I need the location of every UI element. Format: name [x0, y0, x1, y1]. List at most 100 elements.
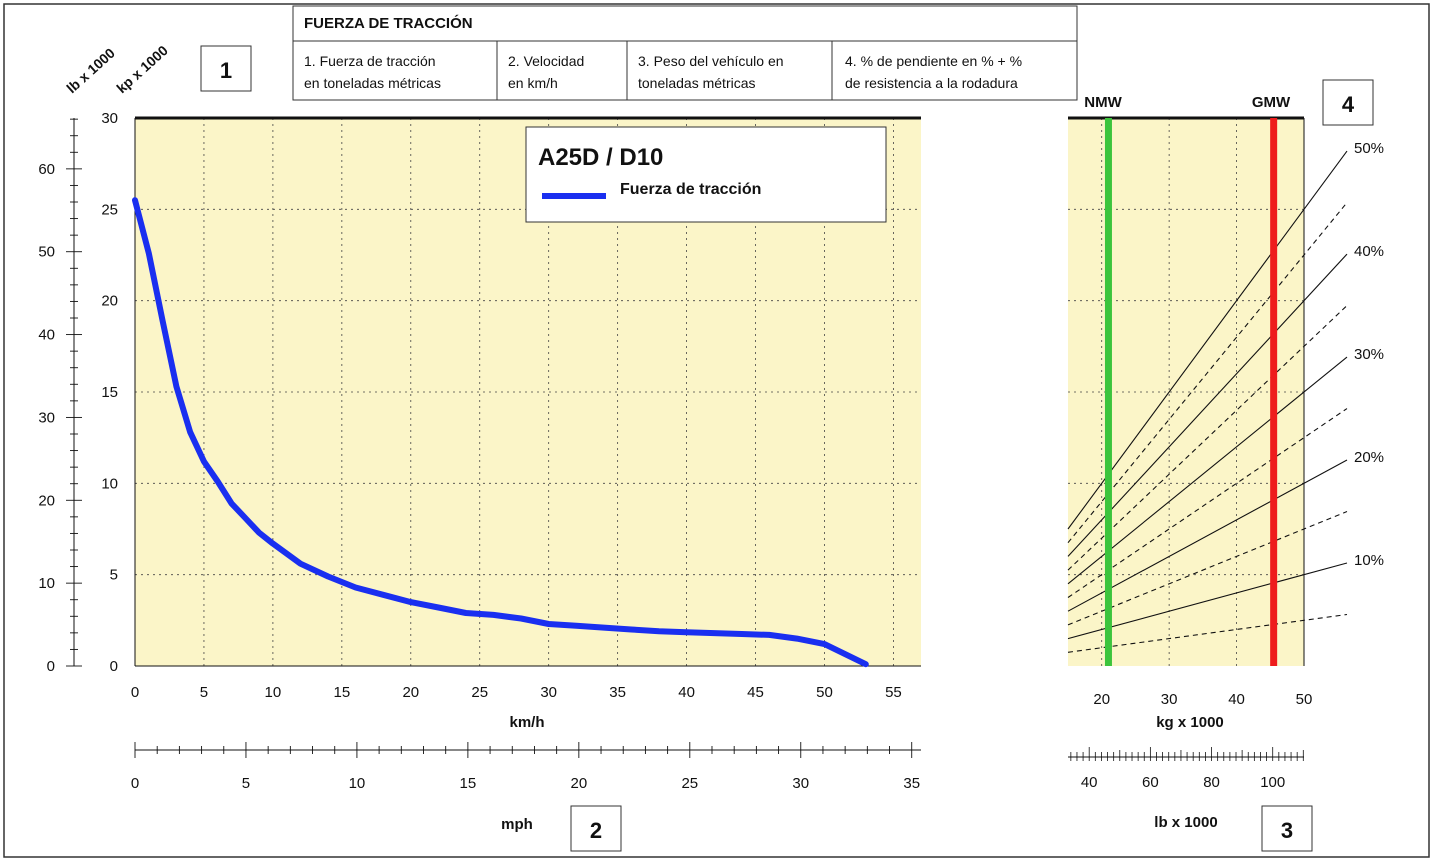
- lb-tick-label: 10: [38, 575, 55, 592]
- weight-markers: [1104, 118, 1278, 666]
- grade-label: 30%: [1354, 346, 1384, 363]
- kp-tick-label: 5: [110, 567, 118, 584]
- lb-tick-label: 40: [38, 327, 55, 344]
- svg-text:4: 4: [1342, 92, 1355, 117]
- kg-tick-label: 30: [1161, 691, 1178, 708]
- outer-border: [3, 3, 1430, 858]
- lb-weight-axis-scale: 40 60 80 100: [1068, 747, 1304, 791]
- mph-tick-label: 0: [131, 775, 139, 792]
- kp-tick-label: 20: [101, 293, 118, 310]
- header-step-4-line2: de resistencia a la rodadura: [845, 75, 1018, 91]
- grade-line-40-percent: [1067, 253, 1348, 557]
- badge-4: 4: [1322, 79, 1374, 126]
- grade-label: 40%: [1354, 243, 1384, 260]
- grade-line-10-percent: [1067, 562, 1348, 640]
- svg-text:3: 3: [1281, 818, 1293, 843]
- grade-label: 20%: [1354, 449, 1384, 466]
- grade-line-50-percent: [1067, 150, 1348, 530]
- kp-tick-label: 0: [110, 658, 118, 675]
- kmh-tick-label: 0: [131, 684, 139, 701]
- mph-tick-label: 10: [349, 775, 366, 792]
- kp-tick-label: 15: [101, 384, 118, 401]
- tractive-force-series: [132, 197, 869, 668]
- tractive-force-curve: [132, 197, 869, 668]
- badge-3: 3: [1261, 805, 1313, 852]
- kmh-axis-label: km/h: [509, 714, 544, 731]
- kg-axis-ticks: 20 30 40 50: [1093, 691, 1312, 708]
- kmh-tick-label: 40: [678, 684, 695, 701]
- mph-tick-label: 15: [460, 775, 477, 792]
- kmh-tick-label: 55: [885, 684, 902, 701]
- kmh-axis-ticks: 0 5 10 15 20 25 30 35 40 45 50 55: [131, 684, 902, 701]
- mph-tick-label: 20: [570, 775, 587, 792]
- lb-tick-label: 30: [38, 409, 55, 426]
- kmh-tick-label: 35: [609, 684, 626, 701]
- kp-tick-label: 30: [101, 110, 118, 127]
- kg-tick-label: 20: [1093, 691, 1110, 708]
- header-step-1-line1: 1. Fuerza de tracción: [304, 53, 436, 69]
- grade-line-30-percent: [1067, 356, 1348, 585]
- lb-tick-label: 60: [38, 161, 55, 178]
- mph-tick-label: 35: [903, 775, 920, 792]
- lb-weight-axis-label: lb x 1000: [1154, 814, 1217, 831]
- kp-tick-label: 10: [101, 475, 118, 492]
- grade-line-25-percent: [1067, 408, 1348, 598]
- header-step-4-line1: 4. % de pendiente en % + %: [845, 53, 1022, 69]
- lb-weight-tick-label: 80: [1203, 774, 1220, 791]
- badge-1: 1: [200, 45, 252, 92]
- header-step-2-line1: 2. Velocidad: [508, 53, 584, 69]
- grade-percent-labels: 10% 20% 30% 40% 50%: [1354, 140, 1384, 569]
- gmw-label: GMW: [1252, 94, 1291, 111]
- kg-tick-label: 40: [1228, 691, 1245, 708]
- header-step-1-line2: en toneladas métricas: [304, 75, 441, 91]
- lb-weight-tick-label: 60: [1142, 774, 1159, 791]
- legend-series-label: Fuerza de tracción: [620, 181, 761, 198]
- lb-tick-label: 20: [38, 492, 55, 509]
- lb-weight-tick-label: 40: [1081, 774, 1098, 791]
- lb-tick-label: 0: [47, 658, 55, 675]
- kp-axis-label: kp x 1000: [113, 42, 171, 96]
- kmh-tick-label: 30: [540, 684, 557, 701]
- lb-weight-tick-label: 100: [1260, 774, 1285, 791]
- grade-line-5-percent: [1067, 613, 1348, 653]
- nmw-label: NMW: [1084, 94, 1122, 111]
- mph-tick-label: 25: [681, 775, 698, 792]
- header-box: FUERZA DE TRACCIÓN 1. Fuerza de tracción…: [292, 5, 1078, 101]
- legend-model-title: A25D / D10: [538, 144, 663, 171]
- kmh-tick-label: 20: [402, 684, 419, 701]
- svg-text:1: 1: [220, 58, 232, 83]
- kmh-tick-label: 50: [816, 684, 833, 701]
- badge-2: 2: [570, 805, 622, 852]
- grade-line-45-percent: [1067, 202, 1348, 544]
- header-step-3-line1: 3. Peso del vehículo en: [638, 53, 784, 69]
- kg-tick-label: 50: [1296, 691, 1313, 708]
- grade-label: 10%: [1354, 552, 1384, 569]
- lb-axis-label: lb x 1000: [63, 45, 118, 97]
- grade-line-20-percent: [1067, 459, 1348, 612]
- kp-tick-label: 25: [101, 201, 118, 218]
- kmh-tick-label: 25: [471, 684, 488, 701]
- header-step-3-line2: toneladas métricas: [638, 75, 756, 91]
- lb-axis-scale: 0 10 20 30 40 50 60: [38, 118, 82, 675]
- mph-axis-label: mph: [501, 816, 533, 833]
- kp-axis-ticks: 0 5 10 15 20 25 30: [101, 110, 118, 675]
- header-step-2-line2: en km/h: [508, 75, 558, 91]
- grade-plot-area: [1067, 116, 1348, 666]
- grade-line-35-percent: [1067, 305, 1348, 571]
- kmh-tick-label: 10: [265, 684, 282, 701]
- svg-text:2: 2: [590, 818, 602, 843]
- header-title: FUERZA DE TRACCIÓN: [304, 14, 473, 32]
- mph-tick-label: 30: [792, 775, 809, 792]
- mph-tick-label: 5: [242, 775, 250, 792]
- grade-label: 50%: [1354, 140, 1384, 157]
- lb-tick-label: 50: [38, 244, 55, 261]
- kmh-tick-label: 45: [747, 684, 764, 701]
- legend-box: A25D / D10 Fuerza de tracción: [525, 126, 887, 223]
- kmh-tick-label: 15: [333, 684, 350, 701]
- kmh-tick-label: 5: [200, 684, 208, 701]
- kg-axis-label: kg x 1000: [1156, 714, 1224, 731]
- mph-axis-scale: 0 5 10 15 20 25 30 35: [131, 742, 921, 792]
- grade-lines: [1067, 150, 1348, 653]
